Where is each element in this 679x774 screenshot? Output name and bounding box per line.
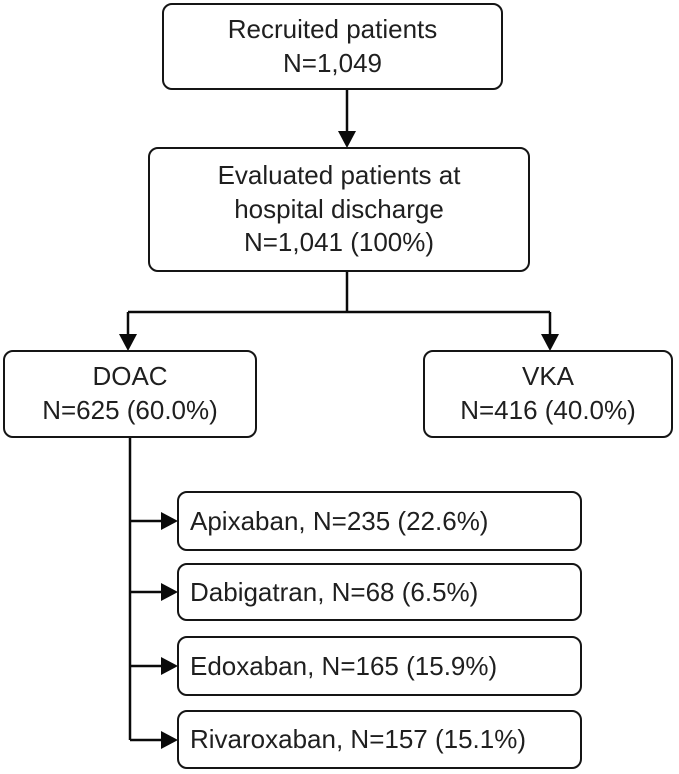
node-doac-line2: N=625 (60.0%) xyxy=(42,395,218,425)
node-vka-line1: VKA xyxy=(521,361,575,392)
node-rivaroxaban-label: Rivaroxaban, N=157 (15.1%) xyxy=(190,724,527,755)
node-edoxaban-label: Edoxaban, N=165 (15.9%) xyxy=(190,650,498,681)
node-evaluated-line3: N=1,041 (100%) xyxy=(243,227,435,258)
node-vka-line2: N=416 (40.0%) xyxy=(460,395,636,425)
arrowhead-rivaroxaban xyxy=(161,731,178,749)
node-apixaban-label: Apixaban, N=235 (22.6%) xyxy=(190,505,489,536)
arrowhead-doac xyxy=(119,334,137,351)
node-apixaban: Apixaban, N=235 (22.6%) xyxy=(177,491,582,551)
node-rivaroxaban: Rivaroxaban, N=157 (15.1%) xyxy=(177,710,582,769)
node-evaluated-patients: Evaluated patients at hospital discharge… xyxy=(148,147,530,272)
arrowhead-vka xyxy=(541,334,559,351)
node-evaluated-line1: Evaluated patients at xyxy=(217,159,461,190)
node-doac-line1: DOAC xyxy=(92,361,168,392)
node-recruited-patients: Recruited patients N=1,049 xyxy=(162,3,503,90)
node-edoxaban: Edoxaban, N=165 (15.9%) xyxy=(177,636,582,696)
node-dabigatran-label: Dabigatran, N=68 (6.5%) xyxy=(190,576,479,607)
node-recruited-line2: N=1,049 xyxy=(282,47,383,78)
arrowhead-evaluated xyxy=(338,131,356,148)
arrowhead-dabigatran xyxy=(161,583,178,601)
arrowhead-apixaban xyxy=(161,512,178,530)
node-vka: VKA N=416 (40.0%) xyxy=(423,350,673,438)
node-evaluated-line2: hospital discharge xyxy=(234,193,444,224)
node-dabigatran: Dabigatran, N=68 (6.5%) xyxy=(177,563,582,621)
arrowhead-edoxaban xyxy=(161,657,178,675)
node-recruited-line1: Recruited patients xyxy=(227,13,438,44)
node-doac: DOAC N=625 (60.0%) xyxy=(3,350,257,438)
